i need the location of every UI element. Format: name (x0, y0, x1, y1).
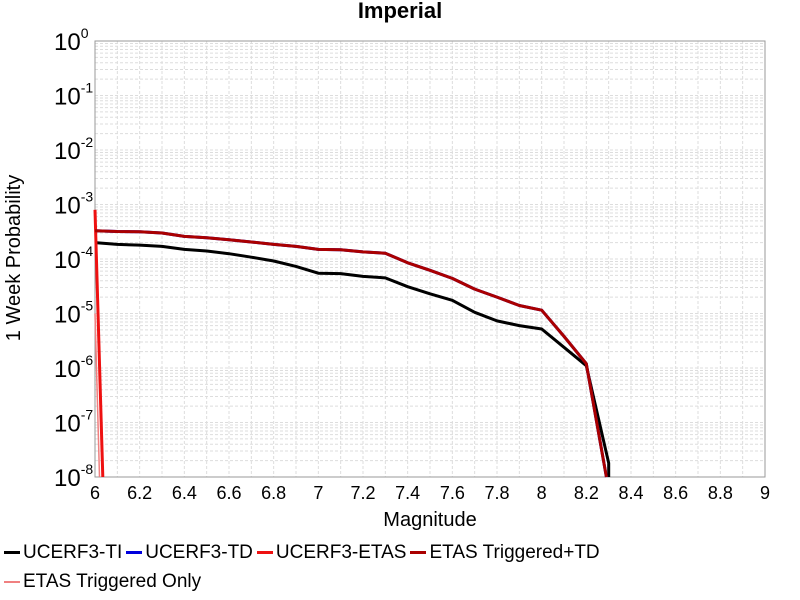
x-tick-label: 6 (90, 483, 100, 503)
y-tick-label: 100 (54, 25, 89, 56)
y-tick-label: 10-5 (54, 298, 93, 329)
legend-label: UCERF3-TI (23, 541, 123, 563)
x-tick-label: 6.2 (127, 483, 152, 503)
x-tick-label: 7.8 (484, 483, 509, 503)
legend-item: ETAS Triggered+TD (410, 539, 600, 567)
x-tick-label: 6.4 (172, 483, 197, 503)
y-axis-label: 1 Week Probability (3, 175, 25, 341)
legend-label: UCERF3-ETAS (275, 541, 407, 563)
legend-label: ETAS Triggered+TD (429, 541, 600, 563)
legend-label: UCERF3-TD (145, 541, 253, 563)
legend-swatch (410, 551, 427, 554)
x-tick-label: 8.8 (708, 483, 733, 503)
grid (95, 41, 765, 477)
series-line-5 (94, 313, 101, 478)
y-tick-label: 10-1 (54, 80, 93, 111)
x-tick-label: 8 (537, 483, 547, 503)
y-tick-label: 10-7 (54, 407, 93, 438)
x-tick-labels: 6 6.2 6.4 6.6 6.8 7 7.2 7.4 7.6 7.8 8 8.2 8.4 8.6 8.8 9 (90, 483, 770, 503)
legend-swatch (4, 551, 20, 554)
x-tick-label: 6.6 (216, 483, 241, 503)
series-layer (93, 209, 611, 478)
x-tick-label: 8.2 (574, 483, 599, 503)
legend: UCERF3-TI UCERF3-TD UCERF3-ETAS ETAS Trigge… (4, 538, 794, 596)
series-line-4 (94, 229, 608, 478)
chart-title: Imperial (358, 0, 442, 23)
series-line-1 (94, 241, 611, 477)
x-tick-label: 8.6 (663, 483, 688, 503)
x-tick-label: 7.2 (350, 483, 375, 503)
chart: 6 6.2 6.4 6.6 6.8 7 7.2 7.4 7.6 7.8 8 8.2 8.4 8.6 8.8 9… (3, 0, 770, 531)
y-tick-label: 10-2 (54, 134, 93, 165)
legend-item: UCERF3-TD (126, 539, 253, 567)
x-axis-label: Magnitude (383, 509, 476, 531)
legend-swatch (126, 551, 143, 554)
x-tick-label: 8.4 (618, 483, 643, 503)
x-tick-label: 7 (313, 483, 323, 503)
legend-item: UCERF3-TI (4, 539, 122, 567)
y-tick-label: 10-8 (54, 461, 93, 492)
legend-swatch (4, 580, 20, 583)
legend-label: ETAS Triggered Only (23, 570, 202, 592)
y-tick-label: 10-4 (54, 243, 93, 274)
y-tick-label: 10-6 (54, 352, 93, 383)
y-tick-labels: 100 10-1 10-2 10-3 10-4 10-5 10-6 10-7 10-8 (54, 25, 93, 492)
x-tick-label: 9 (760, 483, 770, 503)
x-tick-label: 7.4 (395, 483, 420, 503)
legend-item: UCERF3-ETAS (256, 539, 407, 567)
legend-swatch (256, 551, 273, 554)
series-line-3 (93, 209, 105, 478)
legend-item: ETAS Triggered Only (4, 568, 201, 596)
y-tick-label: 10-3 (54, 189, 93, 220)
x-tick-label: 7.6 (440, 483, 465, 503)
x-tick-label: 6.8 (261, 483, 286, 503)
